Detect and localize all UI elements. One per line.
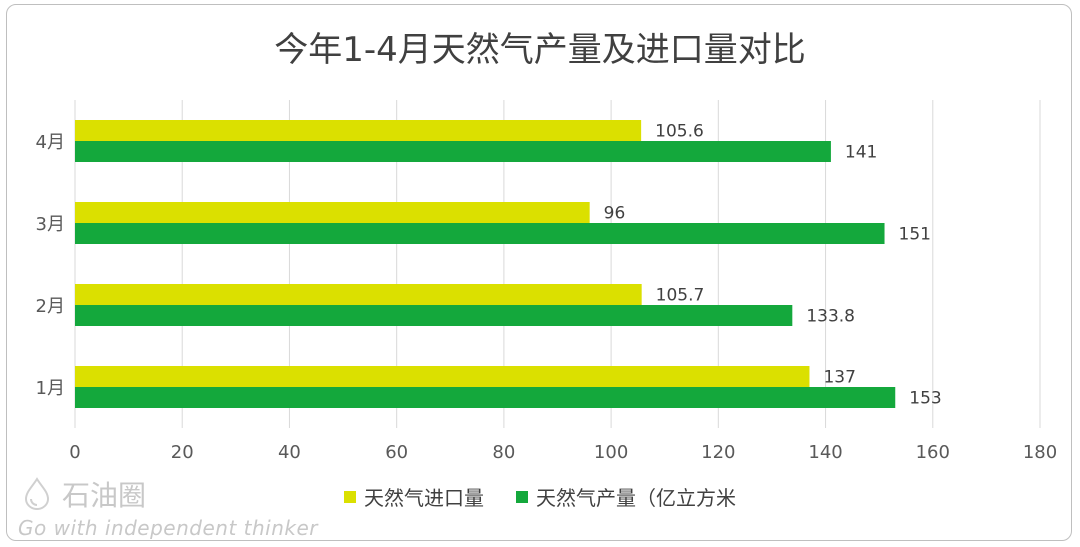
bar-production [75,387,896,408]
data-label: 133.8 [806,307,855,327]
category-labels: 1月 2月 3月 4月 [36,132,65,399]
x-tick-label: 60 [385,442,408,463]
legend-swatch-import [344,490,356,503]
data-label: 105.6 [655,122,704,142]
category-label: 4月 [36,132,65,153]
chart-title: 今年1-4月天然气产量及进口量对比 [274,30,806,70]
bar-import [75,120,642,141]
legend-item-production: 天然气产量（亿立方米 [516,482,736,511]
x-tick-label: 180 [1023,442,1057,463]
data-label: 105.7 [656,286,705,306]
watermark-slogan: Go with independent thinker [18,516,319,540]
x-tick-label: 20 [171,442,194,463]
x-tick-label: 40 [278,442,301,463]
bar-production [75,305,793,326]
bar-production [75,223,885,244]
x-tick-label: 120 [701,442,735,463]
legend: 天然气进口量 天然气产量（亿立方米 [0,482,1080,511]
legend-swatch-production [516,490,528,503]
oil-drop-icon [24,477,50,510]
x-tick-label: 140 [808,442,842,463]
x-tick-label: 100 [594,442,628,463]
x-tick-label: 80 [492,442,515,463]
bar-production [75,141,831,162]
bar-import [75,366,810,387]
legend-item-import: 天然气进口量 [344,482,484,511]
x-tick-label: 0 [69,442,80,463]
category-label: 2月 [36,296,65,317]
legend-label-import: 天然气进口量 [364,486,484,510]
category-label: 3月 [36,214,65,235]
data-label: 96 [604,204,626,224]
watermark: 石油圈 Go with independent thinker [18,474,318,540]
chart-frame [6,4,1072,541]
data-label: 137 [823,368,855,388]
legend-label-production: 天然气产量（亿立方米 [536,486,736,510]
data-label: 151 [899,225,931,245]
watermark-brand: 石油圈 [62,479,147,512]
bar-import [75,284,642,305]
data-label: 141 [845,143,877,163]
bars: 137 153 105.7 133.8 96 151 105.6 141 [75,120,942,409]
x-tick-label: 160 [916,442,950,463]
watermark-logo: 石油圈 [18,474,318,514]
x-tick-labels: 0 20 40 60 80 100 120 140 160 180 [69,442,1057,463]
bar-import [75,202,590,223]
category-label: 1月 [36,378,65,399]
data-label: 153 [909,389,941,409]
